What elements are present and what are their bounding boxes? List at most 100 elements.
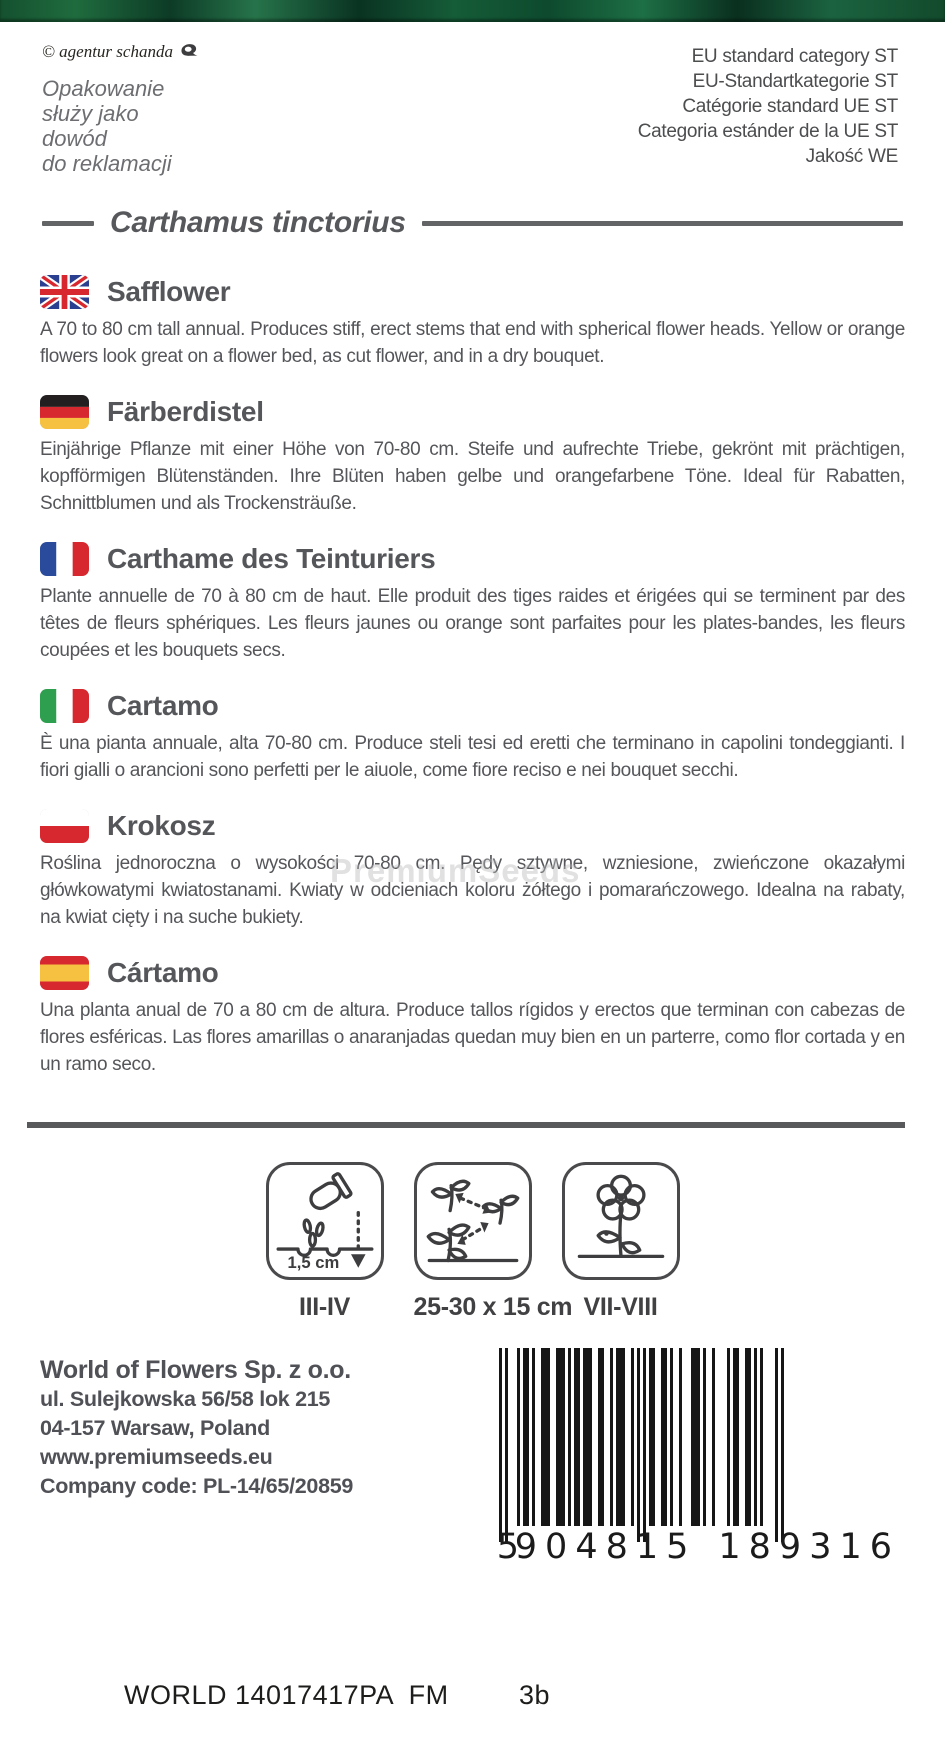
section-spanish: Cártamo Una planta anual de 70 a 80 cm d… bbox=[40, 956, 905, 1078]
bottom-row: World of Flowers Sp. z o.o. ul. Sulejkow… bbox=[40, 1348, 900, 1567]
section-body: Einjährige Pflanze mit einer Höhe von 70… bbox=[40, 439, 905, 514]
section-header: Färberdistel bbox=[40, 395, 905, 429]
flowering-period-icon bbox=[561, 1162, 680, 1280]
barcode-bar bbox=[567, 1348, 571, 1526]
barcode-bar bbox=[546, 1348, 550, 1526]
barcode-bar bbox=[615, 1348, 619, 1526]
section-german: Färberdistel Einjährige Pflanze mit eine… bbox=[40, 395, 905, 517]
italy-flag-icon bbox=[40, 689, 89, 723]
barcode-bar bbox=[726, 1348, 730, 1526]
barcode-bar bbox=[651, 1348, 655, 1526]
language-sections: Safflower A 70 to 80 cm tall annual. Pro… bbox=[0, 240, 945, 1078]
barcode-bar bbox=[753, 1348, 757, 1526]
plant-spacing-label: 25-30 x 15 cm bbox=[413, 1293, 573, 1321]
barcode-bar bbox=[588, 1348, 592, 1526]
company-website: www.premiumseeds.eu bbox=[40, 1445, 273, 1469]
packaging-note-line: służy jako bbox=[42, 101, 139, 126]
section-body: È una pianta annuale, alta 70-80 cm. Pro… bbox=[40, 733, 905, 781]
barcode-digit-group2: 189316 bbox=[718, 1527, 900, 1567]
packaging-note-line: dowód bbox=[42, 126, 107, 151]
plant-spacing-icon bbox=[413, 1162, 532, 1280]
barcode-bar bbox=[744, 1348, 748, 1526]
section-body: Roślina jednoroczna o wysokości 70-80 cm… bbox=[40, 853, 905, 928]
section-heading: Cartamo bbox=[107, 690, 219, 721]
barcode-bar bbox=[516, 1348, 520, 1526]
section-english: Safflower A 70 to 80 cm tall annual. Pro… bbox=[40, 275, 905, 370]
section-body: A 70 to 80 cm tall annual. Produces stif… bbox=[40, 319, 905, 367]
top-left-block: © agentur schanda Opakowanie służy jako … bbox=[42, 42, 199, 176]
france-flag-icon bbox=[40, 542, 89, 576]
barcode-bar bbox=[525, 1348, 529, 1526]
print-batch: 3b bbox=[519, 1680, 551, 1710]
company-address-line: ul. Sulejkowska 56/58 lok 215 bbox=[40, 1387, 331, 1411]
barcode-bar bbox=[609, 1348, 613, 1526]
sowing-depth-value: 1,5 cm bbox=[287, 1253, 339, 1272]
barcode-digit-group1: 904815 bbox=[514, 1527, 697, 1567]
barcode-bar bbox=[618, 1348, 622, 1526]
barcode: 5 904815 189316 bbox=[473, 1348, 900, 1567]
barcode-bar bbox=[702, 1348, 706, 1526]
barcode-bar bbox=[780, 1348, 784, 1542]
barcode-bar bbox=[660, 1348, 664, 1526]
company-address-line: 04-157 Warsaw, Poland bbox=[40, 1416, 270, 1440]
barcode-bar bbox=[696, 1348, 700, 1526]
botanical-title-row: Carthamus tinctorius bbox=[42, 206, 903, 240]
barcode-bar bbox=[504, 1348, 508, 1542]
barcode-bar bbox=[531, 1348, 535, 1526]
section-body: Una planta anual de 70 a 80 cm de altura… bbox=[40, 1000, 905, 1075]
barcode-digit-first: 5 bbox=[496, 1527, 520, 1567]
section-header: Carthame des Teinturiers bbox=[40, 542, 905, 576]
barcode-bar bbox=[558, 1348, 562, 1526]
section-heading: Krokosz bbox=[107, 810, 216, 841]
barcode-digits: 5 904815 189316 bbox=[496, 1527, 900, 1567]
top-row: © agentur schanda Opakowanie służy jako … bbox=[0, 22, 945, 176]
company-code: Company code: PL-14/65/20859 bbox=[40, 1474, 354, 1498]
eu-category-block: EU standard category ST EU-Standartkateg… bbox=[637, 42, 899, 176]
barcode-bar bbox=[582, 1348, 586, 1526]
print-footer: WORLD 14017417PA FM 3b bbox=[0, 1680, 945, 1720]
barcode-bar bbox=[669, 1348, 673, 1526]
section-italian: Cartamo È una pianta annuale, alta 70-80… bbox=[40, 689, 905, 784]
sowing-depth-icon: 1,5 cm bbox=[265, 1162, 384, 1280]
barcode-bar bbox=[621, 1348, 625, 1526]
germany-flag-icon bbox=[40, 395, 89, 429]
section-header: Cártamo bbox=[40, 956, 905, 990]
section-polish: Krokosz Roślina jednoroczna o wysokości … bbox=[40, 809, 905, 931]
title-rule-right bbox=[421, 220, 903, 226]
print-code: WORLD 14017417PA FM bbox=[124, 1680, 449, 1710]
flowering-month-label: VII-VIII bbox=[583, 1293, 658, 1321]
eu-category-line: Jakość WE bbox=[805, 146, 899, 167]
credit-text: © agentur schanda bbox=[42, 42, 173, 61]
barcode-bar bbox=[732, 1348, 736, 1526]
section-french: Carthame des Teinturiers Plante annuelle… bbox=[40, 542, 905, 664]
uk-flag-icon bbox=[40, 275, 89, 309]
barcode-bar bbox=[642, 1348, 646, 1542]
barcode-bar bbox=[600, 1348, 604, 1526]
poland-flag-icon bbox=[40, 809, 89, 843]
barcode-bar bbox=[774, 1348, 778, 1542]
section-header: Cartamo bbox=[40, 689, 905, 723]
eu-category-line: Categoria estánder de la UE ST bbox=[637, 121, 899, 142]
barcode-bar bbox=[576, 1348, 580, 1526]
barcode-bars bbox=[498, 1348, 900, 1542]
company-block: World of Flowers Sp. z o.o. ul. Sulejkow… bbox=[40, 1348, 353, 1501]
title-rule-left bbox=[42, 220, 94, 226]
barcode-bar bbox=[561, 1348, 565, 1526]
barcode-bar bbox=[597, 1348, 601, 1526]
pictogram-row: 1,5 cm III-IV bbox=[0, 1162, 945, 1322]
section-heading: Carthame des Teinturiers bbox=[107, 543, 436, 574]
barcode-bar bbox=[690, 1348, 694, 1526]
eu-category-line: EU-Standartkategorie ST bbox=[692, 71, 899, 92]
pictogram-flowering: VII-VIII bbox=[561, 1162, 680, 1322]
company-name: World of Flowers Sp. z o.o. bbox=[40, 1356, 351, 1384]
pictogram-spacing: 25-30 x 15 cm bbox=[413, 1162, 573, 1322]
spain-flag-icon bbox=[40, 956, 89, 990]
credit-line: © agentur schanda bbox=[42, 42, 199, 62]
barcode-bar bbox=[663, 1348, 667, 1526]
section-divider bbox=[27, 1122, 905, 1128]
barcode-bar bbox=[711, 1348, 715, 1526]
botanical-name: Carthamus tinctorius bbox=[110, 206, 406, 239]
packaging-note: Opakowanie służy jako dowód do reklamacj… bbox=[42, 76, 199, 176]
barcode-bar bbox=[747, 1348, 751, 1526]
barcode-bar bbox=[693, 1348, 697, 1526]
